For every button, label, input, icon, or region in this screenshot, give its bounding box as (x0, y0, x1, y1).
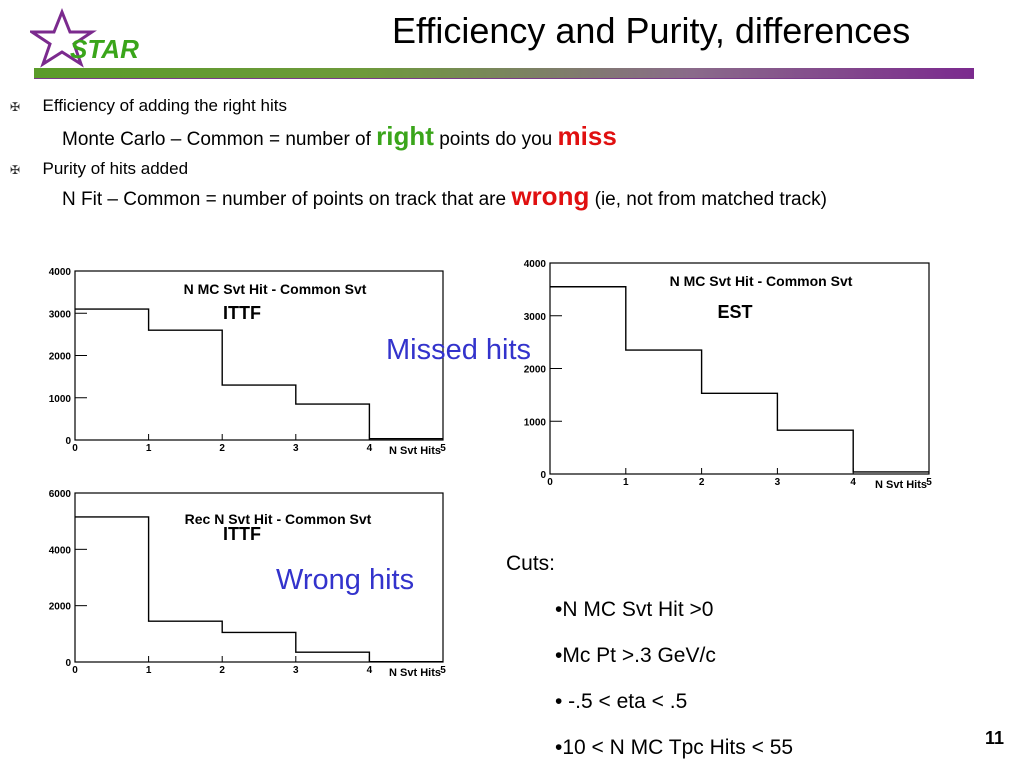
definition-text: N Fit – Common = number of points on tra… (62, 189, 512, 210)
bullet-2: ✠ Purity of hits added (10, 159, 188, 179)
chart-title: Rec N Svt Hit - Common Svt (185, 511, 372, 527)
y-tick-label: 0 (65, 658, 71, 669)
histogram-line (75, 516, 443, 663)
y-tick-label: 2000 (524, 365, 547, 376)
x-tick-label: 5 (440, 443, 446, 454)
histogram-est-mc: 0 1000 2000 3000 4000 0 1 2 3 4 5 N MC Svt Hit - Co… (524, 259, 932, 491)
bullet-1-text: Efficiency of adding the right hits (42, 96, 287, 115)
x-tick-label: 1 (623, 477, 629, 488)
x-tick-label: 0 (72, 443, 78, 454)
star-logo: STAR (27, 6, 150, 68)
x-tick-label: 4 (367, 665, 373, 676)
page-number: 11 (985, 728, 1005, 748)
x-tick-label: 3 (775, 477, 781, 488)
chart-label: ITTF (223, 524, 261, 544)
x-tick-label: 4 (367, 443, 373, 454)
x-tick-label: 0 (72, 665, 78, 676)
x-axis-label: N Svt Hits (875, 479, 927, 491)
definition-text: (ie, not from matched track) (589, 189, 827, 210)
y-tick-label: 0 (540, 470, 546, 481)
x-tick-label: 2 (219, 665, 225, 676)
y-tick-label: 3000 (524, 312, 547, 323)
star-logo-icon: STAR (27, 7, 139, 68)
x-tick-label: 3 (293, 665, 299, 676)
y-tick-label: 0 (65, 436, 71, 447)
title-divider (34, 68, 974, 78)
histogram-ittf-mc: 0 1000 2000 3000 4000 0 1 2 3 4 5 N MC Svt Hit - Co… (49, 267, 446, 457)
x-tick-label: 5 (926, 477, 932, 488)
cross-bullet-icon: ✠ (10, 163, 21, 177)
y-tick-label: 4000 (524, 259, 547, 270)
y-tick-label: 3000 (49, 309, 72, 320)
cuts-title: Cuts: (506, 552, 556, 575)
wrong-highlight: wrong (511, 181, 590, 211)
cross-bullet-icon: ✠ (10, 100, 21, 114)
plot-frame (549, 262, 930, 475)
chart-title: N MC Svt Hit - Common Svt (184, 281, 367, 297)
y-tick-label: 6000 (49, 489, 72, 500)
x-tick-label: 1 (146, 443, 152, 454)
purity-definition: N Fit – Common = number of points on tra… (62, 181, 827, 212)
y-tick-label: 4000 (49, 267, 72, 278)
x-tick-label: 3 (293, 443, 299, 454)
x-tick-label: 2 (219, 443, 225, 454)
right-highlight: right (376, 121, 434, 151)
bullet-2-text: Purity of hits added (42, 159, 189, 178)
x-tick-label: 2 (699, 477, 705, 488)
plot-frame (74, 270, 444, 441)
x-tick-label: 4 (850, 477, 856, 488)
wrong-hits-annotation: Wrong hits (276, 564, 415, 596)
plot-frame (74, 492, 444, 663)
definition-text: Monte Carlo – Common = number of (62, 129, 377, 150)
x-tick-label: 0 (547, 477, 553, 488)
bullet-1: ✠ Efficiency of adding the right hits (10, 96, 287, 116)
cut-item: •N MC Svt Hit >0 (555, 598, 714, 621)
cut-item: •10 < N MC Tpc Hits < 55 (555, 736, 794, 759)
histogram-ittf-rec: 0 2000 4000 6000 0 1 2 3 4 5 Rec N Svt Hit - Commo… (49, 489, 446, 679)
miss-highlight: miss (557, 121, 617, 151)
logo-text: STAR (70, 34, 139, 64)
y-tick-label: 4000 (49, 545, 72, 556)
definition-text: points do you (433, 129, 558, 150)
cut-item: • -.5 < eta < .5 (555, 690, 688, 713)
histogram-line (75, 308, 443, 440)
x-axis-label: N Svt Hits (389, 667, 441, 679)
y-tick-label: 2000 (49, 602, 72, 613)
histogram-line (550, 286, 929, 473)
chart-label: EST (717, 302, 752, 322)
x-tick-label: 1 (146, 665, 152, 676)
title-divider-line (34, 78, 974, 79)
x-axis-label: N Svt Hits (389, 445, 441, 457)
chart-title: N MC Svt Hit - Common Svt (670, 273, 853, 289)
x-tick-label: 5 (440, 665, 446, 676)
cut-item: •Mc Pt >.3 GeV/c (555, 644, 716, 667)
efficiency-definition: Monte Carlo – Common = number of right p… (62, 121, 617, 152)
y-tick-label: 1000 (524, 417, 547, 428)
page-title: Efficiency and Purity, differences (392, 10, 911, 51)
y-tick-label: 1000 (49, 394, 72, 405)
chart-label: ITTF (223, 303, 261, 323)
missed-hits-annotation: Missed hits (386, 334, 532, 366)
y-tick-label: 2000 (49, 352, 72, 363)
